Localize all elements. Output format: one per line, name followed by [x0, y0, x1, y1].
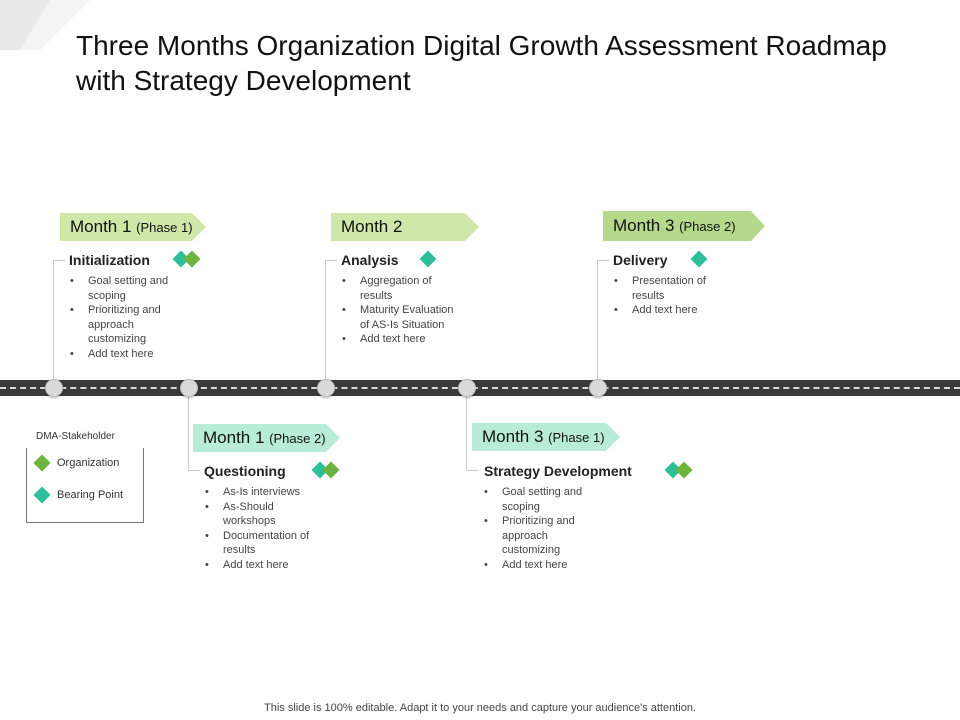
connector-line [597, 260, 598, 384]
list-item: Aggregation of results [340, 274, 460, 303]
list-item: Documentation of results [203, 529, 323, 558]
connector-line [597, 260, 609, 261]
month-label: Month 1 [70, 217, 132, 236]
connector-line [466, 392, 467, 470]
timeline-node [45, 379, 63, 397]
list-item: Add text here [68, 347, 188, 362]
month-tag: Month 2 [331, 213, 479, 241]
connector-line [188, 470, 200, 471]
connector-line [325, 260, 337, 261]
month-label: Month 3 [613, 216, 675, 235]
timeline-node [180, 379, 198, 397]
stage-heading: Analysis [341, 252, 399, 268]
list-item: Add text here [482, 558, 602, 573]
list-item: Add text here [612, 303, 732, 318]
stage-list: Goal setting and scoping Prioritizing an… [68, 274, 188, 361]
timeline-node [589, 379, 607, 397]
list-item: Maturity Evaluation of AS-Is Situation [340, 303, 460, 332]
list-item: Prioritizing and approach customizing [482, 514, 602, 558]
month-tag: Month 3 (Phase 2) [603, 211, 765, 241]
month-label: Month 3 [482, 427, 544, 446]
list-item: As-Is interviews [203, 485, 323, 500]
stage-list: Goal setting and scoping Prioritizing an… [482, 485, 602, 572]
corner-decoration [0, 0, 90, 50]
list-item: Goal setting and scoping [68, 274, 188, 303]
stage-heading: Strategy Development [484, 463, 632, 479]
stage-list: Aggregation of results Maturity Evaluati… [340, 274, 460, 347]
legend-box [26, 448, 144, 523]
stage-list: As-Is interviews As-Should workshops Doc… [203, 485, 323, 572]
organization-diamond-icon [675, 461, 693, 479]
connector-line [188, 392, 189, 470]
organization-diamond-icon [419, 250, 437, 268]
connector-line [466, 470, 478, 471]
organization-diamond-icon [690, 250, 708, 268]
phase-label: (Phase 1) [548, 430, 605, 445]
stage-heading: Questioning [204, 463, 286, 479]
list-item: Add text here [203, 558, 323, 573]
phase-label: (Phase 1) [136, 220, 193, 235]
footer-note: This slide is 100% editable. Adapt it to… [264, 702, 696, 714]
stage-heading: Delivery [613, 252, 668, 268]
stage-heading: Initialization [69, 252, 150, 268]
connector-line [53, 260, 65, 261]
organization-diamond-icon [322, 461, 340, 479]
stage-list: Presentation of results Add text here [612, 274, 732, 318]
connector-line [325, 260, 326, 384]
month-tag: Month 1 (Phase 2) [193, 424, 340, 452]
organization-diamond-icon [183, 250, 201, 268]
slide-title: Three Months Organization Digital Growth… [76, 30, 887, 96]
phase-label: (Phase 2) [679, 219, 736, 234]
legend-label: Bearing Point [57, 489, 124, 501]
month-tag: Month 3 (Phase 1) [472, 423, 620, 451]
list-item: Goal setting and scoping [482, 485, 602, 514]
phase-label: (Phase 2) [269, 431, 326, 446]
timeline-dash [0, 387, 960, 389]
timeline-node [458, 379, 476, 397]
list-item: As-Should workshops [203, 500, 323, 529]
timeline-node [317, 379, 335, 397]
month-label: Month 2 [341, 217, 403, 236]
list-item: Presentation of results [612, 274, 732, 303]
legend-title: DMA-Stakeholder [36, 431, 115, 442]
connector-line [53, 260, 54, 384]
list-item: Prioritizing and approach customizing [68, 303, 188, 347]
month-tag: Month 1 (Phase 1) [60, 213, 206, 241]
month-label: Month 1 [203, 428, 265, 447]
list-item: Add text here [340, 332, 460, 347]
legend-label: Organization [57, 457, 120, 469]
